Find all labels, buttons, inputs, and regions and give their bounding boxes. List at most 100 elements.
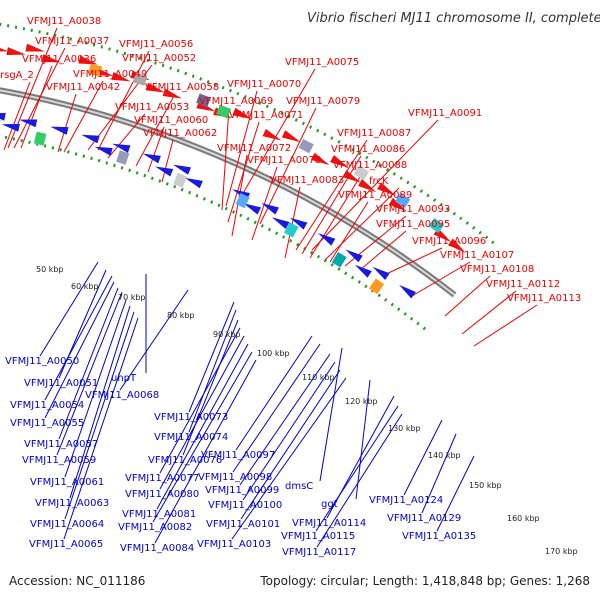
reverse-gene-label: VFMJ11_A0063 bbox=[35, 498, 109, 509]
tick-label: 90 kbp bbox=[213, 330, 241, 339]
forward-gene-label: VFMJ11_A0113 bbox=[507, 293, 581, 304]
reverse-leader-line bbox=[231, 377, 347, 540]
reverse-gene-arrow bbox=[0, 112, 6, 121]
reverse-leader-line bbox=[44, 281, 115, 419]
forward-leader-line bbox=[161, 139, 174, 183]
reverse-leader-line bbox=[436, 455, 475, 532]
reverse-gene-arrow bbox=[354, 264, 372, 278]
backbone-highlight bbox=[0, 89, 456, 296]
forward-gene-label: VFMJ11_A0071 bbox=[229, 110, 303, 121]
forward-gene-label: VFMJ11_A0086 bbox=[331, 144, 405, 155]
forward-gene-label: VFMJ11_A0093 bbox=[376, 204, 450, 215]
reverse-leader-line bbox=[152, 351, 253, 523]
forward-gene-arrow bbox=[25, 43, 45, 52]
forward-gene-label: VFMJ11_A0049 bbox=[73, 69, 147, 80]
forward-gene-arrow bbox=[281, 130, 301, 143]
reverse-gene-label: VFMJ11_A0065 bbox=[29, 539, 103, 550]
reverse-gene-label: VFMJ11_A0103 bbox=[197, 539, 271, 550]
reverse-gene-label: VFMJ11_A0135 bbox=[402, 531, 476, 542]
forward-gene-label: VFMJ11_A0096 bbox=[412, 236, 486, 247]
forward-leader-line bbox=[57, 93, 77, 153]
forward-gene-label: VFMJ11_A0075 bbox=[285, 57, 359, 68]
forward-gene-box bbox=[216, 104, 232, 119]
reverse-gene-label: VFMJ11_A0077 bbox=[125, 473, 199, 484]
reverse-gene-arrow bbox=[289, 217, 308, 230]
forward-gene-box bbox=[428, 217, 445, 234]
reverse-leader-line bbox=[159, 335, 245, 490]
tick-label: 110 kbp bbox=[302, 373, 335, 382]
reverse-gene-arrow bbox=[172, 164, 192, 175]
reverse-leader-line bbox=[240, 369, 341, 520]
forward-leader-line bbox=[309, 171, 364, 259]
forward-gene-label: VFMJ11_A0070 bbox=[227, 79, 301, 90]
reverse-gene-label: VFMJ11_A0117 bbox=[282, 547, 356, 558]
forward-gene-arrow bbox=[78, 55, 98, 65]
reverse-gene-label: VFMJ11_A0068 bbox=[85, 390, 159, 401]
forward-gene-label: VFMJ11_A0038 bbox=[27, 16, 101, 27]
reverse-gene-arrow bbox=[50, 126, 69, 135]
reverse-gene-box bbox=[369, 278, 385, 295]
forward-gene-arrow bbox=[0, 47, 9, 52]
track-ring-1 bbox=[0, 134, 428, 332]
reverse-gene-arrow bbox=[243, 203, 262, 215]
reverse-gene-arrow bbox=[271, 217, 290, 230]
forward-leader-line bbox=[97, 50, 150, 151]
forward-gene-arrow bbox=[111, 72, 131, 82]
reverse-leader-line bbox=[239, 353, 331, 486]
forward-gene-label: VFMJ11_A0087 bbox=[337, 128, 411, 139]
forward-leader-line bbox=[251, 166, 278, 241]
forward-gene-box bbox=[132, 72, 148, 86]
forward-gene-arrow bbox=[448, 238, 466, 254]
reverse-leader-line bbox=[188, 309, 237, 433]
reverse-gene-label: dmsC bbox=[285, 481, 313, 492]
reverse-leader-line bbox=[58, 287, 119, 440]
forward-gene-label: VFMJ11_A0088 bbox=[333, 160, 407, 171]
forward-gene-arrow bbox=[6, 47, 26, 55]
forward-gene-label: VFMJ11_A0037 bbox=[35, 36, 109, 47]
forward-leader-line bbox=[237, 68, 316, 203]
forward-leader-line bbox=[324, 187, 400, 261]
reverse-leader-line bbox=[159, 327, 241, 474]
reverse-leader-line bbox=[188, 301, 235, 413]
forward-leader-line bbox=[311, 119, 439, 251]
reverse-leader-line bbox=[421, 433, 457, 514]
forward-leader-line bbox=[461, 290, 517, 335]
reverse-leader-line bbox=[232, 343, 321, 473]
forward-leader-line bbox=[301, 155, 362, 255]
forward-gene-arrow bbox=[377, 182, 396, 196]
forward-gene-box bbox=[298, 138, 314, 154]
forward-gene-arrow bbox=[342, 169, 361, 183]
forward-gene-label: VFMJ11_A0036 bbox=[22, 54, 96, 65]
reverse-leader-line bbox=[319, 347, 343, 482]
forward-leader-line bbox=[135, 93, 176, 167]
forward-gene-label: VFMJ11_A0072 bbox=[217, 143, 291, 154]
reverse-gene-label: VFMJ11_A0057 bbox=[24, 439, 98, 450]
accession-text: Accession: NC_011186 bbox=[9, 574, 146, 588]
forward-leader-line bbox=[3, 81, 31, 151]
forward-gene-label: VFMJ11_A0058 bbox=[145, 82, 219, 93]
reverse-gene-label: VFMJ11_A0080 bbox=[125, 489, 199, 500]
reverse-gene-arrow bbox=[142, 153, 161, 164]
tick-label: 120 kbp bbox=[345, 397, 378, 406]
forward-gene-box bbox=[394, 192, 411, 208]
reverse-gene-arrow bbox=[112, 143, 131, 153]
reverse-gene-box bbox=[116, 150, 130, 165]
reverse-gene-arrow bbox=[94, 146, 113, 156]
forward-gene-arrow bbox=[162, 88, 182, 99]
forward-gene-label: VFMJ11_A0083 bbox=[270, 175, 344, 186]
reverse-gene-label: uhpT bbox=[111, 373, 137, 384]
reverse-gene-label: ggt bbox=[321, 499, 338, 510]
label-leader-lines bbox=[3, 27, 538, 548]
forward-gene-arrow bbox=[41, 54, 61, 63]
reverse-leader-line bbox=[182, 319, 239, 456]
reverse-gene-label: VFMJ11_A0115 bbox=[281, 531, 355, 542]
forward-leader-line bbox=[411, 261, 471, 297]
reverse-gene-label: VFMJ11_A0064 bbox=[30, 519, 104, 530]
forward-leader-line bbox=[107, 113, 146, 159]
reverse-gene-label: VFMJ11_A0084 bbox=[120, 543, 194, 554]
reverse-leader-line bbox=[119, 289, 189, 391]
forward-gene-arrow bbox=[310, 152, 330, 166]
forward-leader-line bbox=[473, 304, 538, 347]
reverse-gene-box bbox=[33, 131, 47, 146]
